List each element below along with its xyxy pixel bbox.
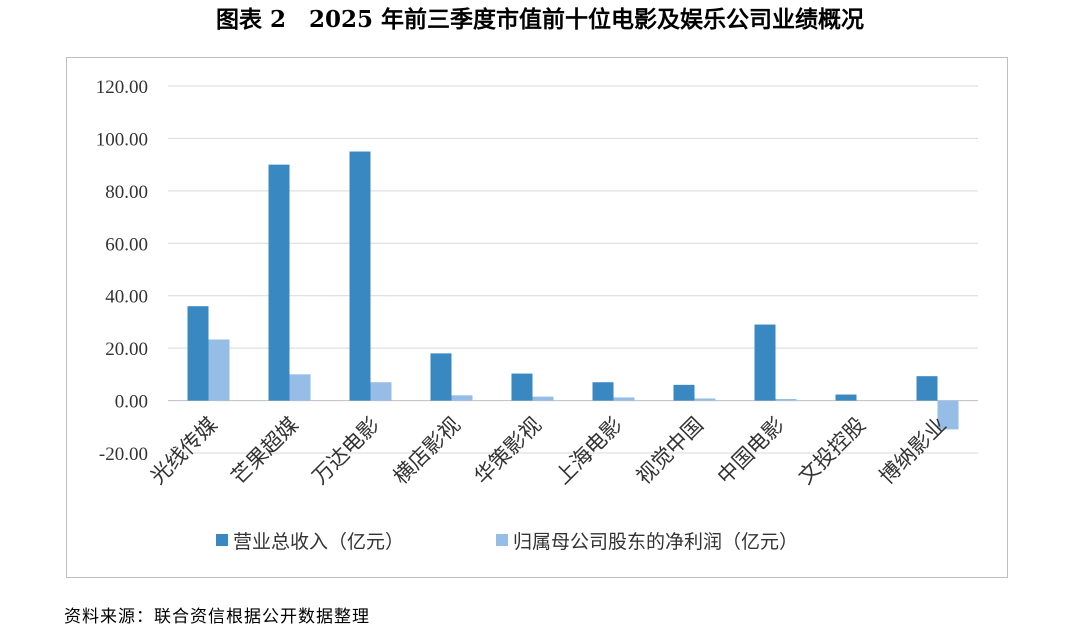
y-tick-label: 20.00	[105, 339, 148, 360]
bar-series-1	[349, 151, 371, 401]
x-axis-category-labels: 光线传媒 芒果超媒 万达电影 横店影视 华策影视 上海电影 视觉中国 中国电影 文投控股 博纳影业	[146, 413, 951, 489]
bar-series-1	[673, 384, 695, 401]
bar-series-1	[268, 164, 290, 401]
legend-swatch	[216, 534, 228, 546]
y-tick-label: 80.00	[105, 182, 148, 203]
y-tick-label: 60.00	[105, 234, 148, 255]
x-category-label: 视觉中国	[632, 413, 708, 489]
bar-series-1	[916, 376, 938, 401]
bars	[187, 151, 959, 430]
bar-series-2	[532, 396, 554, 401]
y-tick-label: 40.00	[105, 287, 148, 308]
bar-series-2	[775, 398, 797, 401]
x-category-label: 中国电影	[713, 413, 789, 489]
chart-title: 图表 2 2025 年前三季度市值前十位电影及娱乐公司业绩概况	[215, 6, 865, 33]
y-tick-label: 100.00	[96, 129, 148, 150]
y-axis-tick-labels: 120.00 100.00 80.00 60.00 40.00 20.00 0.00 -20.…	[96, 77, 148, 465]
bar-series-2	[289, 374, 311, 401]
x-category-label: 博纳影业	[875, 413, 951, 489]
bar-series-1	[430, 353, 452, 401]
y-tick-label: 0.00	[115, 392, 148, 413]
source-note: 资料来源：联合资信根据公开数据整理	[64, 607, 370, 627]
bar-series-2	[451, 395, 473, 401]
legend: 营业总收入（亿元） 归属母公司股东的净利润（亿元）	[216, 531, 798, 553]
bar-series-1	[511, 373, 533, 401]
bar-series-1	[187, 306, 209, 401]
x-category-label: 万达电影	[308, 413, 384, 489]
x-category-label: 光线传媒	[146, 413, 222, 489]
bar-series-1	[754, 324, 776, 401]
bar-series-2	[613, 397, 635, 401]
bar-series-2	[937, 400, 959, 430]
x-category-label: 文投控股	[794, 413, 870, 489]
x-category-label: 芒果超媒	[227, 413, 303, 489]
x-category-label: 上海电影	[551, 413, 627, 489]
bar-series-2	[208, 339, 230, 401]
chart-frame	[66, 57, 1008, 578]
y-tick-label: 120.00	[96, 77, 148, 98]
bar-series-1	[835, 394, 857, 401]
legend-label: 归属母公司股东的净利润（亿元）	[513, 531, 798, 553]
bar-series-2	[694, 398, 716, 401]
legend-swatch	[496, 534, 508, 546]
x-category-label: 华策影视	[470, 413, 546, 489]
bar-series-1	[592, 382, 614, 401]
bar-series-2	[370, 382, 392, 401]
x-category-label: 横店影视	[389, 413, 465, 489]
legend-label: 营业总收入（亿元）	[233, 531, 404, 553]
y-tick-label: -20.00	[99, 444, 148, 465]
